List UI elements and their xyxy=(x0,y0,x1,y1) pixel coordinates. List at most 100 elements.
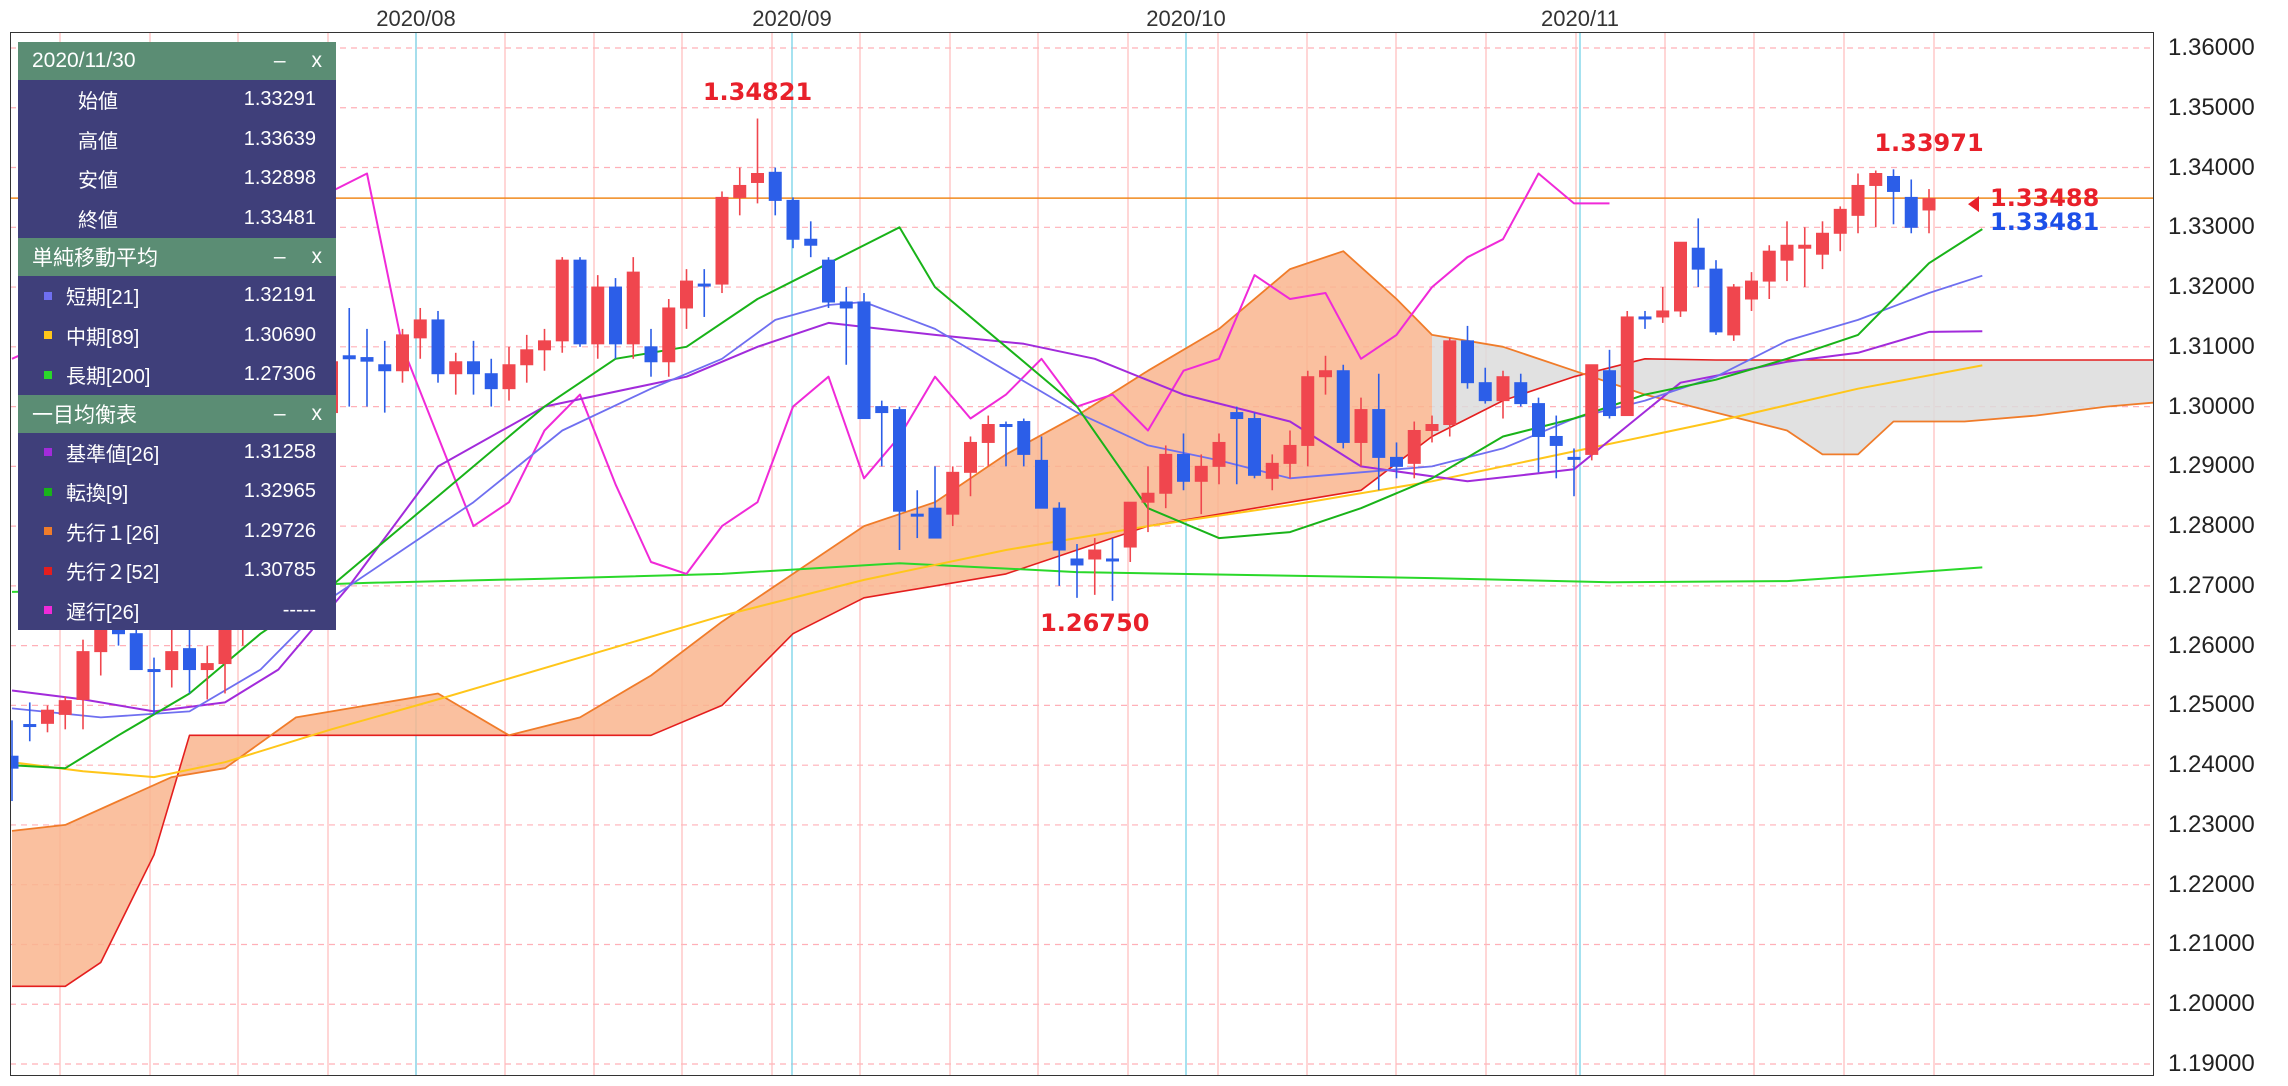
candle-body xyxy=(1390,456,1403,467)
candle-body xyxy=(751,173,764,183)
row-label-text: 先行２[52] xyxy=(66,562,160,585)
candle-body xyxy=(1052,507,1066,551)
candle-body xyxy=(839,301,853,309)
candle-body xyxy=(1816,232,1829,255)
row-value: 1.32898 xyxy=(243,167,316,190)
candle-body xyxy=(165,651,179,671)
candle-body xyxy=(1461,340,1474,384)
candle-body xyxy=(1585,364,1599,455)
candle-body xyxy=(1319,370,1332,378)
candle-body xyxy=(76,651,90,700)
candle-body xyxy=(360,357,374,362)
close-icon[interactable]: x xyxy=(311,245,323,268)
senkou-span1-line xyxy=(11,250,2154,832)
x-month-label: 2020/09 xyxy=(752,6,832,31)
close-icon[interactable]: x xyxy=(311,401,323,425)
row-label-text: 先行１[26] xyxy=(66,522,160,545)
row-label: 長期[200] xyxy=(18,360,208,389)
row-value: 1.33291 xyxy=(243,88,316,111)
ichimoku-row-chikou: 遅行[26] ----- xyxy=(18,591,336,631)
minimize-icon[interactable]: – xyxy=(273,245,286,268)
candle-body xyxy=(1904,196,1918,228)
row-label: 先行２[52] xyxy=(18,556,208,585)
row-label: 基準値[26] xyxy=(18,438,208,467)
candle-body xyxy=(964,441,977,473)
sma-row-mid: 中期[89] 1.30690 xyxy=(18,316,336,356)
y-tick-label: 1.25000 xyxy=(2168,691,2255,719)
candle-body xyxy=(58,700,72,715)
candle-body xyxy=(1017,421,1031,455)
candle-body xyxy=(1372,409,1386,458)
candle-body xyxy=(910,513,924,517)
ichimoku-row-kijun: 基準値[26] 1.31258 xyxy=(18,433,336,473)
price-extreme-label: 1.33971 xyxy=(1874,129,1984,158)
y-tick-label: 1.20000 xyxy=(2168,990,2255,1018)
price-extreme-label: 1.26750 xyxy=(1040,608,1150,637)
y-tick-label: 1.23000 xyxy=(2168,810,2255,838)
ichimoku-row-tenkan: 転換[9] 1.32965 xyxy=(18,472,336,512)
candle-body xyxy=(1762,250,1776,282)
row-value: 1.27306 xyxy=(243,363,316,386)
sma-panel-header[interactable]: 単純移動平均 – x xyxy=(18,238,336,276)
ichimoku-panel-header[interactable]: 一目均衡表 – x xyxy=(18,394,336,433)
candle-body xyxy=(1354,409,1368,443)
legend-swatch-icon xyxy=(44,448,52,457)
ichimoku-cloud-bullish xyxy=(12,251,1432,987)
candle-body xyxy=(1177,453,1190,482)
candle-body xyxy=(431,319,445,375)
candle-body xyxy=(1301,376,1315,446)
candle-body xyxy=(680,280,693,309)
legend-swatch-icon xyxy=(44,291,52,300)
y-tick-label: 1.26000 xyxy=(2168,631,2255,659)
candle-body xyxy=(1833,208,1847,234)
price-panel-header[interactable]: 2020/11/30 – x xyxy=(18,42,336,80)
plot-layer xyxy=(10,118,2154,988)
candle-body xyxy=(1709,268,1723,333)
row-label-text: 基準値[26] xyxy=(66,443,160,466)
ichimoku-row-span1: 先行１[26] 1.29726 xyxy=(18,512,336,552)
y-tick-label: 1.35000 xyxy=(2168,93,2255,121)
y-tick-label: 1.33000 xyxy=(2168,213,2255,241)
kijun-line xyxy=(11,321,1983,713)
sma-row-long: 長期[200] 1.27306 xyxy=(18,355,336,395)
candle-body xyxy=(467,361,480,375)
price-row-high: 高値 1.33639 xyxy=(18,120,336,160)
y-tick-label: 1.21000 xyxy=(2168,930,2255,958)
candle-body xyxy=(875,406,889,414)
candle-body xyxy=(10,755,19,769)
candle-body xyxy=(1567,456,1581,460)
x-month-label: 2020/11 xyxy=(1541,6,1619,31)
candle-body xyxy=(786,199,800,240)
price-info-panel: 2020/11/30 – x 始値 1.33291 高値 1.33639 安値 1.32… xyxy=(18,42,336,630)
candle-body xyxy=(1070,558,1084,566)
candle-body xyxy=(1603,370,1616,417)
y-tick-label: 1.34000 xyxy=(2168,153,2255,181)
sma-panel-title: 単純移動平均 xyxy=(32,247,158,270)
candle-body xyxy=(1194,465,1208,482)
minimize-icon[interactable]: – xyxy=(273,401,286,425)
candle-body xyxy=(1230,412,1244,420)
x-month-label: 2020/08 xyxy=(376,6,456,31)
candle-body xyxy=(1336,370,1350,443)
candle-body xyxy=(1265,462,1279,479)
legend-swatch-icon xyxy=(44,527,52,536)
row-label: 短期[21] xyxy=(18,281,208,310)
candle-body xyxy=(662,307,676,363)
row-value: 1.33639 xyxy=(243,127,316,150)
candle-body xyxy=(1674,241,1687,312)
candle-body xyxy=(1088,549,1102,560)
sma-short-line xyxy=(11,274,1983,719)
candle-body xyxy=(1656,310,1670,318)
candle-body xyxy=(1514,382,1528,405)
close-icon[interactable]: x xyxy=(311,49,323,72)
candle-body xyxy=(1478,382,1492,402)
row-label-text: 短期[21] xyxy=(66,287,140,310)
row-value: 1.31258 xyxy=(243,440,316,463)
minimize-icon[interactable]: – xyxy=(273,49,286,72)
candle-body xyxy=(644,346,658,363)
row-value: 1.32965 xyxy=(243,480,316,503)
candle-body xyxy=(1887,175,1900,192)
y-tick-label: 1.19000 xyxy=(2168,1050,2255,1077)
